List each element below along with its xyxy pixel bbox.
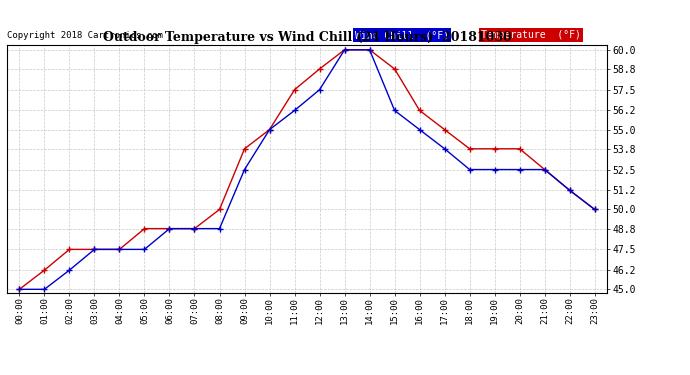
Text: Copyright 2018 Cartronics.com: Copyright 2018 Cartronics.com [7, 31, 163, 40]
Title: Outdoor Temperature vs Wind Chill (24 Hours)  20181030: Outdoor Temperature vs Wind Chill (24 Ho… [103, 31, 511, 44]
Text: Wind Chill  (°F): Wind Chill (°F) [355, 30, 449, 40]
Text: Temperature  (°F): Temperature (°F) [481, 30, 581, 40]
